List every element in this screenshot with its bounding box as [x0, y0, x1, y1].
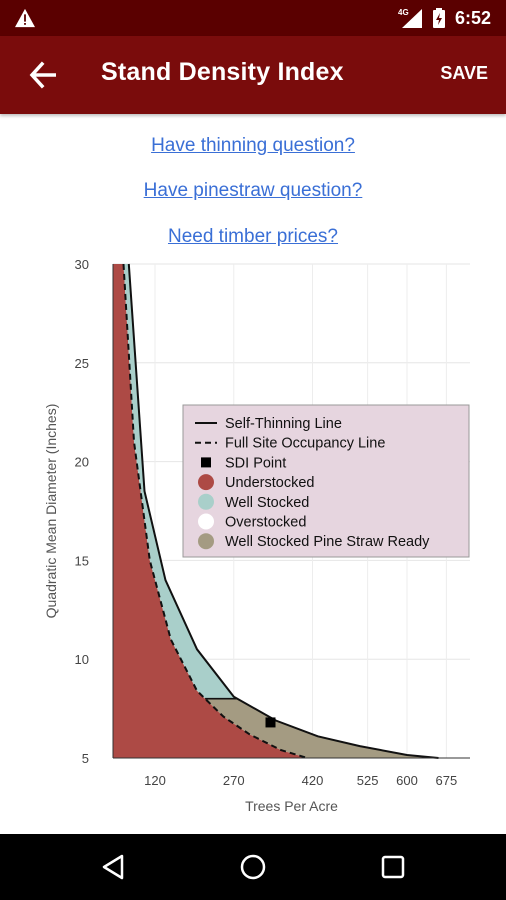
legend-item-2: SDI Point [201, 455, 286, 471]
legend-item-0: Self-Thinning Line [195, 416, 342, 432]
self-thinning-line [127, 263, 439, 759]
legend-item-3: Understocked [198, 474, 314, 491]
legend-marker-square [201, 457, 211, 468]
save-button[interactable]: SAVE [440, 63, 488, 83]
timber-prices-link[interactable]: Need timber prices? [167, 226, 339, 247]
sdi-point [265, 717, 276, 728]
y-tick-label-4: 25 [75, 356, 89, 371]
legend-item-6: Well Stocked Pine Straw Ready [198, 533, 430, 550]
app-bar: Stand Density Index SAVE [0, 36, 506, 114]
x-tick-label-5: 675 [436, 773, 458, 788]
legend-label: Well Stocked [225, 495, 309, 511]
y-axis-label: Quadratic Mean Diameter (Inches) [43, 404, 59, 619]
page-title: Stand Density Index [101, 58, 344, 86]
recents-square-icon[interactable] [378, 852, 408, 882]
legend-label: Understocked [225, 475, 314, 491]
legend-marker-circle [198, 474, 214, 491]
navigation-bar [0, 834, 506, 900]
y-tick-label-0: 5 [82, 751, 89, 766]
legend-marker-circle [198, 493, 214, 510]
network-type: 4G [398, 8, 409, 17]
legend-item-5: Overstocked [198, 513, 306, 531]
legend-marker-circle [198, 533, 214, 550]
home-circle-icon[interactable] [238, 852, 268, 882]
x-tick-label-0: 120 [144, 773, 166, 788]
stand-density-chart: 5 10 15 20 25 30 120 270 420 525 600 675 Trees Per A… [43, 257, 470, 814]
legend-label: Full Site Occupancy Line [225, 436, 385, 452]
legend-label: Well Stocked Pine Straw Ready [225, 534, 430, 550]
legend-label: Overstocked [225, 515, 306, 531]
understocked-area [113, 264, 308, 758]
x-axis-label: Trees Per Acre [245, 798, 338, 814]
signal-icon: 4G [398, 7, 424, 34]
y-tick-label-1: 10 [75, 652, 89, 667]
back-arrow-icon[interactable] [28, 61, 60, 89]
x-tick-label-2: 420 [302, 773, 324, 788]
legend-label: Self-Thinning Line [225, 416, 342, 432]
thinning-question-link[interactable]: Have thinning question? [151, 135, 355, 156]
clock: 6:52 [455, 8, 492, 28]
x-tick-label-4: 600 [396, 773, 418, 788]
chart-legend [182, 404, 470, 558]
y-tick-label-5: 30 [75, 257, 89, 272]
x-tick-label-1: 270 [223, 773, 245, 788]
y-tick-label-2: 15 [75, 553, 89, 568]
warning-icon [15, 8, 35, 28]
pinestraw-question-link[interactable]: Have pinestraw question? [143, 180, 363, 201]
battery-icon [432, 8, 446, 33]
legend-marker-circle [198, 513, 214, 530]
x-tick-label-3: 525 [357, 773, 379, 788]
back-triangle-icon[interactable] [98, 852, 128, 882]
legend-item-1: Full Site Occupancy Line [195, 436, 385, 452]
legend-label: SDI Point [225, 455, 286, 471]
y-tick-label-3: 20 [75, 455, 89, 470]
legend-item-4: Well Stocked [198, 493, 309, 511]
status-bar: 4G 6:52 [0, 0, 506, 36]
